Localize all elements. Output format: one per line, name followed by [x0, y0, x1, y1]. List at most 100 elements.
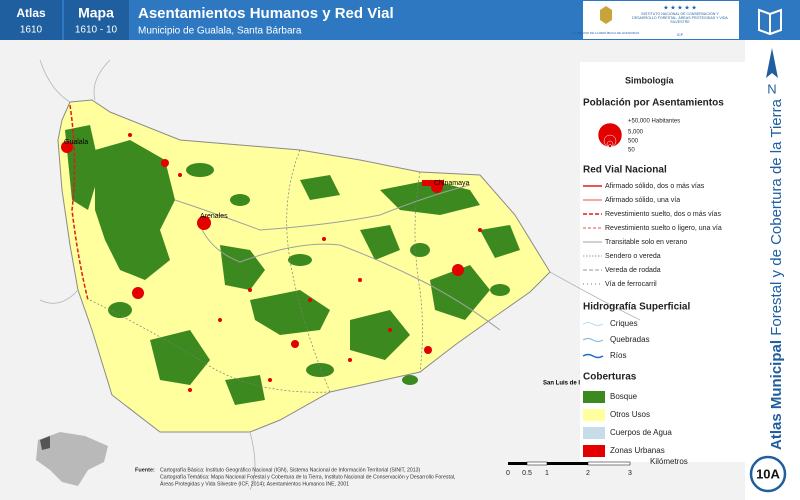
place-label: Arenales — [200, 213, 228, 220]
settlement — [128, 133, 132, 137]
cover-swatch — [583, 409, 605, 421]
scale-segment — [526, 461, 548, 466]
scale-unit: Kilómetros — [650, 457, 688, 466]
road-label: Revestimiento suelto, dos o más vías — [605, 211, 721, 218]
hydro-symbol — [582, 338, 604, 342]
urban-zone — [422, 180, 444, 186]
road-label: Afirmado sólido, dos o más vías — [605, 183, 705, 190]
logo-right: INSTITUTO NACIONAL DE CONSERVACIÓN Y DES… — [632, 12, 728, 24]
settlement — [161, 159, 169, 167]
forest — [350, 310, 410, 360]
settlement — [248, 288, 252, 292]
scale-segment — [547, 462, 588, 465]
road-label: Vereda de rodada — [605, 267, 661, 274]
forest — [306, 363, 334, 377]
settlement — [188, 388, 192, 392]
logo-text-box: INSTITUTO NACIONAL DE CONSERVACIÓN Y DES… — [632, 12, 728, 24]
cover-swatch — [583, 427, 605, 439]
atlas-label: Atlas — [16, 6, 46, 20]
map-label: Mapa — [78, 5, 114, 21]
settlement — [178, 173, 182, 177]
settlement — [478, 228, 482, 232]
logo-left: GOBIERNO DE LA REPÚBLICA DE HONDURAS — [573, 30, 639, 35]
logo-acronym: ICF — [677, 32, 684, 37]
settlement — [218, 318, 222, 322]
source-line: Cartografía Básica: Instituto Geográfico… — [160, 467, 421, 473]
settlement — [308, 298, 312, 302]
header-title: Asentamientos Humanos y Red Vial — [138, 5, 394, 22]
scale-label: 0.5 — [522, 470, 532, 477]
forest — [225, 375, 265, 405]
forest — [490, 284, 510, 296]
settlement — [348, 358, 352, 362]
atlas-box — [0, 0, 62, 40]
page-code: 10A — [756, 466, 780, 481]
settlement — [358, 278, 362, 282]
road-label: Sendero o vereda — [605, 253, 661, 260]
settlement — [452, 264, 464, 276]
atlas-code: 1610 — [20, 25, 43, 36]
logo-emblem — [600, 6, 612, 24]
legend-title: Simbología — [625, 75, 674, 85]
sidebar — [745, 0, 800, 500]
cover-label: Cuerpos de Agua — [610, 428, 672, 437]
forest — [65, 125, 100, 210]
cover-label: Otros Usos — [610, 410, 650, 419]
settlements — [61, 133, 482, 392]
settlement — [132, 287, 144, 299]
cover-legend: Bosque Otros Usos Cuerpos de Agua Zonas Urb… — [583, 391, 672, 457]
page-badge — [749, 455, 787, 493]
hydro-label: Ríos — [610, 351, 626, 360]
scale-label: 2 — [586, 470, 590, 477]
population-symbol — [608, 144, 612, 148]
forest — [186, 163, 214, 177]
scale-labels: 0 0.5 1 2 3 — [506, 470, 632, 477]
hydro-label: Criques — [610, 319, 638, 328]
north-arrow — [766, 48, 778, 78]
place-label: San Luis de I — [543, 381, 580, 387]
population-labels: +50,000 Habitantes 5,000 500 50 — [628, 119, 680, 154]
source-label: Fuente: — [135, 467, 155, 473]
road-label: Transitable solo en verano — [605, 239, 687, 246]
road-label: Revestimiento suelto o ligero, una vía — [605, 225, 722, 232]
forest — [360, 225, 400, 260]
forest — [410, 243, 430, 257]
source-line: Áreas Protegidas y Vida Silvestre (ICF, … — [160, 480, 349, 487]
road-label: Afirmado sólido, una vía — [605, 197, 680, 204]
book-icon — [758, 8, 782, 36]
legend-section-title: Coberturas — [583, 372, 637, 383]
forest — [150, 330, 210, 385]
cover-label: Zonas Urbanas — [610, 446, 665, 455]
forest-patches — [65, 125, 520, 405]
map-code: 1610 - 10 — [75, 25, 118, 36]
forest — [430, 265, 490, 320]
main-road — [69, 104, 89, 301]
legend-section-title: Hidrografía Superficial — [583, 302, 690, 313]
place-label: Chinamaya — [434, 180, 470, 187]
population-label: 500 — [628, 139, 639, 145]
source-lines: Cartografía Básica: Instituto Geográfico… — [160, 467, 455, 487]
hydro-legend: Criques Quebradas Ríos — [582, 319, 650, 360]
legend-section-title: Población por Asentamientos — [583, 98, 724, 109]
scale-segment — [587, 461, 631, 466]
forest — [402, 375, 418, 385]
map-box — [64, 0, 129, 40]
forest — [288, 254, 312, 266]
road-label: Vía de ferrocarril — [605, 281, 657, 288]
sidebar-title-rest: Forestal y de Cobertura de la Tierra — [768, 98, 785, 335]
population-label: 5,000 — [628, 130, 644, 136]
forest — [220, 245, 265, 290]
cover-swatch — [583, 391, 605, 403]
population-label: 50 — [628, 148, 635, 154]
legend-section-title: Red Vial Nacional — [583, 165, 667, 176]
road-legend: Afirmado sólido, dos o más vías Afirmado … — [583, 183, 722, 288]
settlement — [61, 141, 73, 153]
trail — [89, 149, 423, 393]
inset-highlight — [40, 436, 50, 450]
settlement — [388, 328, 392, 332]
scale-segment — [508, 462, 527, 465]
settlement — [268, 378, 272, 382]
forest — [230, 194, 250, 206]
